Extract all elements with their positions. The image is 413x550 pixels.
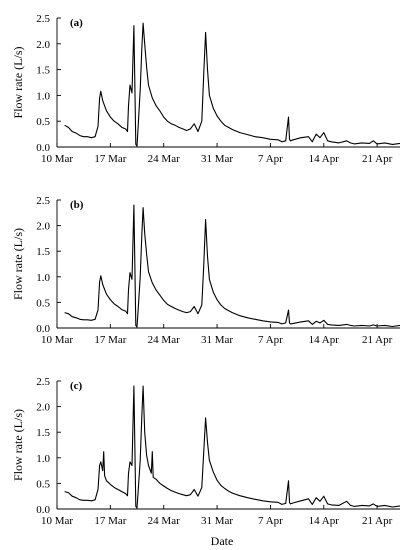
chart-panel: 0.0 0.5 1.0 1.5 2.0 2.5 10 Mar 17 Mar 24 Mar 31 M… bbox=[11, 376, 401, 527]
x-tick-label: 10 Mar bbox=[41, 334, 73, 346]
y-tick-label: 2.5 bbox=[36, 13, 50, 25]
x-tick-label: 17 Mar bbox=[94, 334, 126, 346]
y-tick-label: 2.0 bbox=[36, 221, 50, 233]
x-axis-title: Date bbox=[211, 534, 234, 548]
y-tick-label: 0.5 bbox=[36, 297, 50, 309]
x-tick-label: 24 Mar bbox=[148, 334, 180, 346]
x-tick-label: 24 Mar bbox=[148, 153, 180, 165]
y-tick-label: 1.0 bbox=[36, 272, 50, 284]
x-tick-label: 14 Apr bbox=[309, 153, 340, 165]
y-tick-label: 2.0 bbox=[36, 39, 50, 51]
x-tick-label: 7 Apr bbox=[258, 515, 283, 527]
y-tick-label: 0.0 bbox=[36, 504, 50, 516]
x-tick-label: 21 Apr bbox=[362, 334, 393, 346]
panel-label: (c) bbox=[70, 380, 83, 392]
flow-rate-line bbox=[64, 22, 401, 147]
x-tick-label: 14 Apr bbox=[309, 334, 340, 346]
y-tick-label: 0.5 bbox=[36, 116, 50, 128]
y-tick-label: 2.5 bbox=[36, 376, 50, 388]
y-tick-label: 0.0 bbox=[36, 142, 50, 154]
x-tick-label: 31 Mar bbox=[201, 334, 233, 346]
y-tick-label: 2.0 bbox=[36, 402, 50, 414]
panel-label: (a) bbox=[70, 17, 83, 29]
x-tick-label: 17 Mar bbox=[94, 515, 126, 527]
x-tick-label: 14 Apr bbox=[309, 515, 340, 527]
y-tick-label: 1.0 bbox=[36, 90, 50, 102]
flow-rate-line bbox=[64, 204, 401, 328]
y-axis-title: Flow rate (L/s) bbox=[11, 409, 25, 481]
x-tick-label: 10 Mar bbox=[41, 515, 73, 527]
chart-panel: 0.0 0.5 1.0 1.5 2.0 2.5 10 Mar 17 Mar 24 Mar 31 M… bbox=[11, 195, 401, 346]
y-tick-label: 1.0 bbox=[36, 453, 50, 465]
y-tick-label: 0.5 bbox=[36, 478, 50, 490]
panel-label: (b) bbox=[70, 199, 84, 211]
x-tick-label: 10 Mar bbox=[41, 153, 73, 165]
y-tick-label: 1.5 bbox=[36, 427, 50, 439]
x-tick-label: 17 Mar bbox=[94, 153, 126, 165]
x-tick-label: 7 Apr bbox=[258, 153, 283, 165]
y-tick-label: 1.5 bbox=[36, 65, 50, 77]
y-tick-label: 0.0 bbox=[36, 323, 50, 335]
y-axis-title: Flow rate (L/s) bbox=[11, 47, 25, 119]
x-tick-label: 31 Mar bbox=[201, 153, 233, 165]
x-tick-label: 21 Apr bbox=[362, 515, 393, 527]
y-axis-title: Flow rate (L/s) bbox=[11, 228, 25, 300]
chart-panel: 0.0 0.5 1.0 1.5 2.0 2.5 10 Mar 17 Mar 24 Mar 31 M… bbox=[11, 13, 401, 165]
x-tick-label: 31 Mar bbox=[201, 515, 233, 527]
x-tick-label: 7 Apr bbox=[258, 334, 283, 346]
y-tick-label: 2.5 bbox=[36, 195, 50, 207]
x-tick-label: 24 Mar bbox=[148, 515, 180, 527]
flow-rate-line bbox=[64, 385, 401, 509]
x-tick-label: 21 Apr bbox=[362, 153, 393, 165]
y-tick-label: 1.5 bbox=[36, 246, 50, 258]
